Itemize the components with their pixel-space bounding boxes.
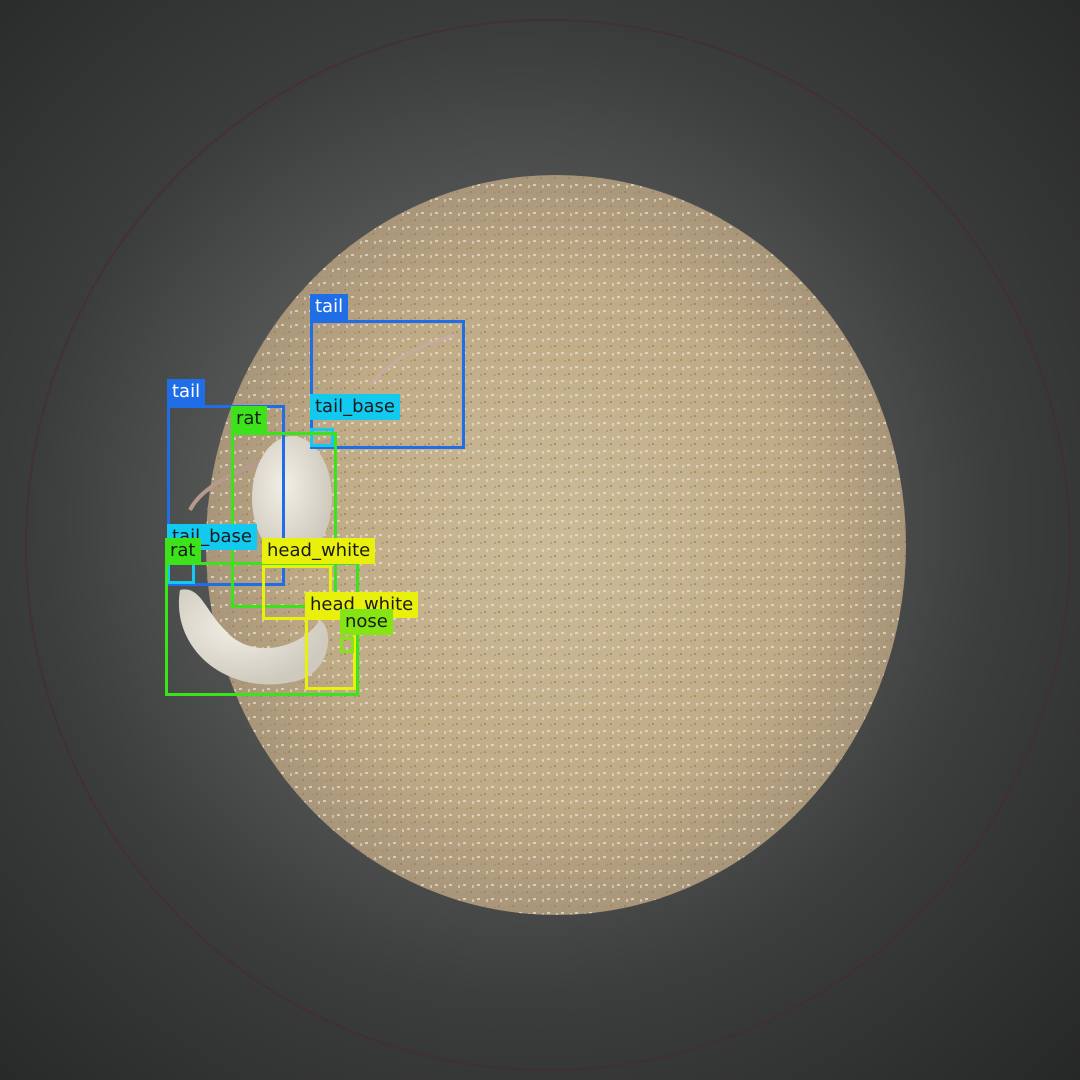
rat-body-2: [178, 589, 329, 685]
box-head-white-2: [305, 617, 356, 690]
box-tail-2: [167, 405, 285, 586]
label-rat-2: rat: [165, 538, 201, 564]
label-rat-1: rat: [231, 406, 267, 432]
arena-rim: [25, 19, 1071, 1071]
bedding-texture: [206, 175, 906, 915]
rat-tail-2: [368, 333, 456, 386]
rat-body-1: [252, 436, 332, 560]
box-tail-1: [310, 320, 465, 449]
box-rat-1: [231, 432, 337, 608]
label-nose: nose: [340, 609, 393, 635]
box-nose: [340, 637, 354, 653]
box-tail-base-1: [310, 428, 334, 447]
label-tail-1: tail: [310, 294, 349, 320]
label-head-white-1: head_white: [262, 538, 376, 564]
label-tail-2: tail: [167, 379, 206, 405]
label-tail-base-1: tail_base: [310, 394, 400, 420]
